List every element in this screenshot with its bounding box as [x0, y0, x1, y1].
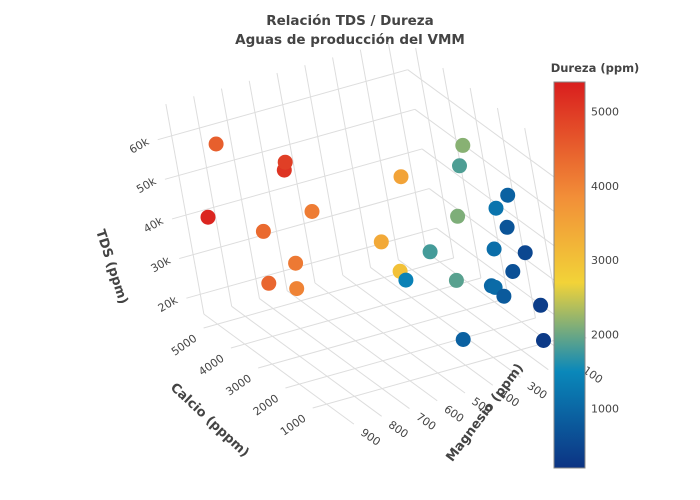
floor-grid-magnesio	[425, 251, 577, 363]
side-grid-magnesio	[332, 57, 372, 268]
data-point[interactable]	[486, 241, 502, 257]
data-point[interactable]	[393, 169, 409, 185]
data-point[interactable]	[455, 137, 471, 153]
grid-layer	[157, 41, 587, 425]
data-point[interactable]	[289, 281, 305, 297]
data-point[interactable]	[398, 272, 414, 288]
side-grid-tds	[179, 188, 430, 260]
side-grid-tds	[157, 69, 408, 141]
data-point[interactable]	[536, 333, 551, 348]
y-tick-label: 300	[525, 379, 550, 402]
data-point[interactable]	[533, 297, 549, 313]
colorbar-tick-label: 3000	[591, 254, 619, 267]
side-grid-magnesio	[248, 80, 288, 291]
floor-grid-magnesio	[314, 282, 466, 394]
data-point[interactable]	[496, 288, 512, 304]
z-tick-label: 40k	[141, 214, 166, 236]
wall-grid-calcio	[496, 107, 536, 319]
y-tick-label: 700	[414, 410, 439, 433]
colorbar-tick-label: 1000	[591, 403, 619, 416]
side-grid-magnesio	[165, 104, 205, 315]
side-grid-tds	[171, 148, 423, 220]
data-point[interactable]	[373, 234, 389, 250]
wall-grid-tds	[407, 69, 559, 181]
z-tick-label: 50k	[134, 174, 159, 196]
side-grid-magnesio	[387, 41, 427, 252]
side-grid-tds	[186, 227, 437, 299]
data-point[interactable]	[505, 264, 521, 279]
x-tick-label: 4000	[196, 352, 226, 379]
x-tick-label: 3000	[224, 372, 254, 399]
floor-grid-magnesio	[231, 305, 382, 417]
wall-grid-calcio	[469, 87, 509, 299]
data-point[interactable]	[450, 208, 466, 224]
data-point[interactable]	[304, 204, 320, 219]
floor-grid-magnesio	[370, 267, 521, 378]
colorbar-title: Dureza (ppm)	[551, 61, 640, 75]
data-point[interactable]	[455, 332, 471, 347]
data-point[interactable]	[517, 245, 533, 261]
data-point[interactable]	[261, 275, 277, 291]
colorbar-ticks: 5000 4000 3000 2000 1000	[591, 106, 619, 416]
z-axis-title: TDS (ppm)	[92, 228, 130, 306]
data-point[interactable]	[499, 219, 515, 235]
colorbar	[553, 81, 586, 469]
side-grid-magnesio	[220, 88, 260, 299]
wall-grid-tds	[414, 108, 566, 220]
data-point[interactable]	[255, 223, 271, 239]
colorbar-tick-label: 4000	[591, 180, 619, 193]
side-grid-magnesio	[359, 49, 399, 260]
side-grid-magnesio	[193, 96, 233, 307]
x-tick-label: 5000	[169, 332, 199, 359]
data-point[interactable]	[448, 272, 464, 288]
floor-grid-magnesio	[342, 274, 494, 386]
y-tick-label: 600	[442, 403, 467, 426]
data-point[interactable]	[488, 200, 504, 216]
side-grid-magnesio	[276, 72, 316, 284]
data-point[interactable]	[500, 187, 516, 203]
floor-grid-magnesio	[203, 313, 355, 425]
chart-title-line1: Relación TDS / Dureza	[266, 13, 434, 29]
side-grid-tds	[164, 108, 416, 180]
x-tick-label: 2000	[251, 392, 281, 419]
chart-title-line2: Aguas de producción del VMM	[235, 32, 465, 48]
data-point[interactable]	[422, 244, 438, 260]
z-tick-label: 20k	[156, 293, 181, 315]
colorbar-tick-label: 2000	[591, 328, 619, 341]
wall-grid-calcio	[415, 47, 455, 259]
data-point[interactable]	[277, 154, 293, 170]
floor-grid-magnesio	[286, 290, 438, 402]
colorbar-tick-label: 5000	[591, 106, 619, 119]
side-grid-magnesio	[304, 65, 344, 276]
x-tick-label: 1000	[278, 412, 308, 439]
points-layer	[200, 136, 551, 348]
floor-grid-magnesio	[398, 259, 549, 371]
y-tick-label: 800	[386, 418, 411, 441]
y-tick-label: 900	[358, 426, 383, 449]
data-point[interactable]	[288, 255, 304, 271]
wall-grid-calcio	[442, 67, 482, 279]
data-point[interactable]	[200, 209, 216, 225]
z-tick-label: 60k	[127, 135, 152, 157]
z-tick-label: 30k	[149, 254, 174, 276]
floor-grid-magnesio	[259, 298, 410, 409]
data-point[interactable]	[208, 136, 224, 152]
data-point[interactable]	[452, 158, 467, 174]
